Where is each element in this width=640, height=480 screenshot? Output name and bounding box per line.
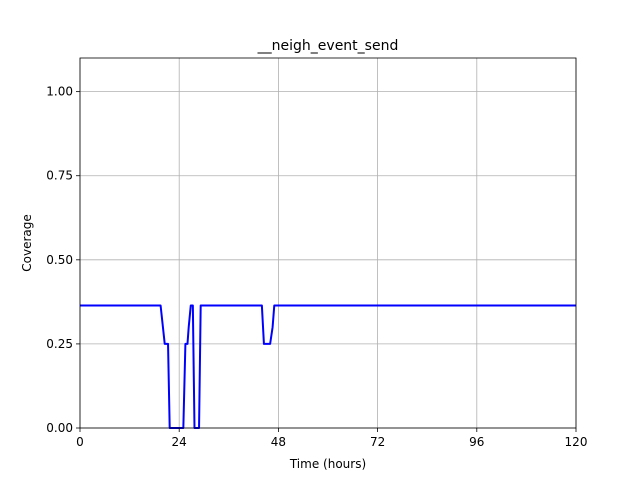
- x-axis-label: Time (hours): [289, 457, 366, 471]
- y-axis-label: Coverage: [20, 214, 34, 272]
- x-tick-label: 120: [565, 435, 588, 449]
- x-tick-label: 48: [271, 435, 286, 449]
- x-tick-label: 24: [172, 435, 187, 449]
- y-tick-label: 0.25: [46, 337, 73, 351]
- series-layer: [80, 304, 576, 429]
- coverage-line: [80, 304, 576, 429]
- y-tick-label: 0.75: [46, 169, 73, 183]
- y-tick-label: 0.00: [46, 421, 73, 435]
- x-tick-label: 0: [76, 435, 84, 449]
- axis-ticks: 0 24 48 72 96 120 0.00 0.25 0.50 0.75 1.00: [46, 85, 587, 449]
- y-tick-label: 0.50: [46, 253, 73, 267]
- x-tick-label: 72: [370, 435, 385, 449]
- y-tick-label: 1.00: [46, 85, 73, 99]
- plot-frame: [79, 57, 577, 429]
- x-tick-label: 96: [469, 435, 484, 449]
- chart-title: __neigh_event_send: [257, 38, 399, 54]
